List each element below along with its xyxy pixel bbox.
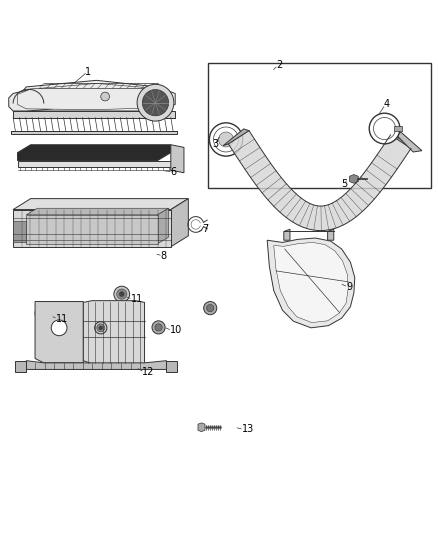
Circle shape <box>204 302 217 314</box>
Circle shape <box>219 132 233 147</box>
Polygon shape <box>13 80 175 111</box>
Polygon shape <box>11 131 177 134</box>
Polygon shape <box>158 208 169 244</box>
Circle shape <box>214 127 238 152</box>
Polygon shape <box>198 423 205 432</box>
Circle shape <box>374 117 396 140</box>
Polygon shape <box>18 84 162 110</box>
Polygon shape <box>274 243 348 322</box>
Circle shape <box>207 304 214 312</box>
Text: 10: 10 <box>170 326 182 335</box>
Text: 12: 12 <box>142 367 155 377</box>
Text: 9: 9 <box>346 282 352 292</box>
Polygon shape <box>26 361 166 369</box>
Text: 7: 7 <box>202 224 208 235</box>
Circle shape <box>209 123 243 156</box>
Polygon shape <box>171 145 184 173</box>
Circle shape <box>41 311 45 316</box>
Polygon shape <box>393 131 422 152</box>
FancyBboxPatch shape <box>394 126 402 131</box>
Polygon shape <box>15 361 26 373</box>
Text: 13: 13 <box>242 424 254 434</box>
Circle shape <box>114 286 130 302</box>
Polygon shape <box>13 209 171 247</box>
Polygon shape <box>83 301 145 364</box>
Polygon shape <box>284 229 290 240</box>
Text: 5: 5 <box>342 179 348 189</box>
Circle shape <box>142 90 169 116</box>
Circle shape <box>99 326 102 329</box>
Text: 3: 3 <box>212 139 219 149</box>
Polygon shape <box>267 238 355 328</box>
Circle shape <box>117 289 127 299</box>
Circle shape <box>97 324 105 332</box>
Polygon shape <box>35 302 83 363</box>
Text: 6: 6 <box>171 167 177 177</box>
Circle shape <box>101 92 110 101</box>
Text: 4: 4 <box>383 100 389 109</box>
Polygon shape <box>171 199 188 247</box>
Circle shape <box>369 113 400 144</box>
Circle shape <box>95 322 107 334</box>
Polygon shape <box>26 208 169 215</box>
Circle shape <box>35 305 51 321</box>
Polygon shape <box>18 145 171 160</box>
Circle shape <box>152 321 165 334</box>
Polygon shape <box>13 221 26 243</box>
Polygon shape <box>9 89 61 111</box>
Text: 8: 8 <box>161 251 167 261</box>
Circle shape <box>51 320 67 336</box>
Text: 2: 2 <box>276 60 282 70</box>
Text: 11: 11 <box>56 314 68 324</box>
Polygon shape <box>166 361 177 373</box>
FancyBboxPatch shape <box>208 63 431 188</box>
Circle shape <box>137 84 174 121</box>
Polygon shape <box>328 229 334 240</box>
Polygon shape <box>26 215 158 244</box>
Circle shape <box>38 308 48 319</box>
Polygon shape <box>228 131 411 231</box>
Polygon shape <box>13 111 175 118</box>
Text: 11: 11 <box>131 294 143 304</box>
Polygon shape <box>391 135 416 149</box>
Text: 1: 1 <box>85 67 92 77</box>
Polygon shape <box>18 160 171 167</box>
Polygon shape <box>13 199 188 209</box>
Polygon shape <box>350 174 358 183</box>
Circle shape <box>155 324 162 331</box>
Polygon shape <box>223 129 249 146</box>
Circle shape <box>120 292 124 296</box>
